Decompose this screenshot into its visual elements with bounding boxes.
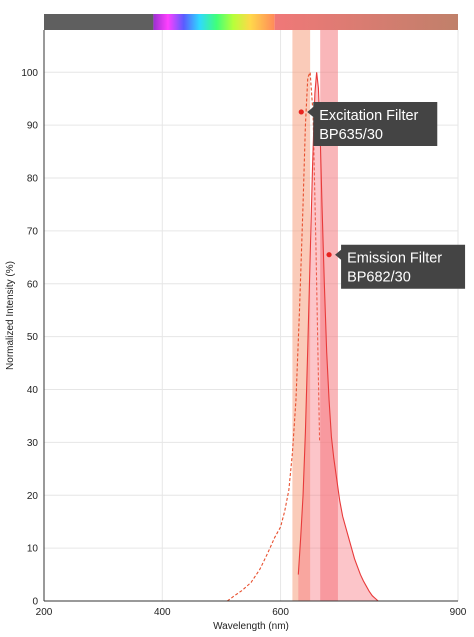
x-tick-label: 600 [272, 607, 289, 618]
emission-spectrum-fill [298, 72, 379, 602]
spectrum-red-segment [274, 14, 458, 30]
excitation-spectrum-line [227, 72, 321, 602]
y-tick-label: 50 [27, 332, 39, 343]
spectrum-bar [44, 14, 458, 30]
spectrum-visible-segment [153, 14, 275, 30]
excitation-filter-name: Excitation Filter [319, 108, 418, 124]
excitation-filter-callout [307, 101, 438, 146]
y-tick-label: 0 [32, 597, 38, 608]
y-tick-label: 10 [27, 544, 39, 555]
x-tick-label: 200 [36, 607, 53, 618]
y-tick-label: 40 [27, 385, 39, 396]
emission-filter-marker [326, 252, 332, 258]
excitation-filter-marker [298, 109, 304, 115]
x-axis-title: Wavelength (nm) [213, 621, 289, 632]
y-tick-label: 60 [27, 279, 39, 290]
emission-spectrum-line [297, 72, 379, 602]
emission-filter-name: Emission Filter [347, 251, 442, 267]
y-tick-label: 20 [27, 491, 39, 502]
axes [43, 30, 458, 602]
y-axis-title: Normalized Intensity (%) [5, 261, 16, 370]
filter-callouts: Excitation Filter BP635/30 Emission Filter… [298, 101, 466, 289]
spectrum-gray-segment [44, 14, 154, 30]
filter-band-excitation [292, 30, 311, 601]
y-tick-label: 30 [27, 438, 39, 449]
x-tick-label: 900 [450, 607, 467, 618]
emission-filter-label: BP682/30 [347, 270, 411, 286]
y-tick-label: 80 [27, 174, 39, 185]
spectra-series [227, 72, 379, 602]
excitation-filter-label: BP635/30 [319, 127, 383, 143]
emission-filter-callout [335, 244, 466, 289]
y-tick-label: 100 [21, 68, 38, 79]
x-tick-label: 400 [154, 607, 171, 618]
y-tick-label: 70 [27, 226, 39, 237]
tick-labels: 0 10 20 30 40 50 60 70 80 90 100 200 400 600 900 [21, 68, 466, 618]
y-tick-label: 90 [27, 121, 39, 132]
